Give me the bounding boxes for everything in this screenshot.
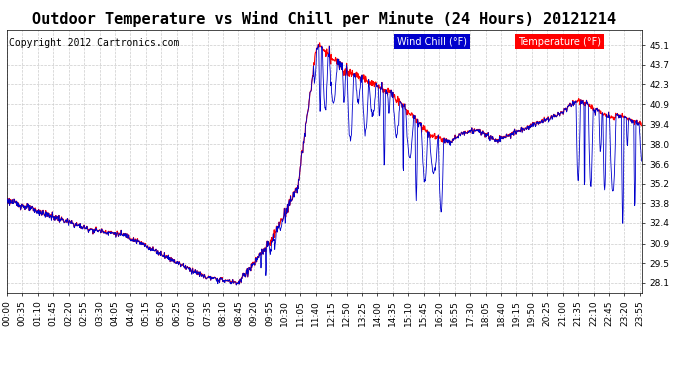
Text: Copyright 2012 Cartronics.com: Copyright 2012 Cartronics.com (9, 38, 179, 48)
Text: Wind Chill (°F): Wind Chill (°F) (397, 37, 467, 46)
Text: Temperature (°F): Temperature (°F) (518, 37, 601, 46)
Title: Outdoor Temperature vs Wind Chill per Minute (24 Hours) 20121214: Outdoor Temperature vs Wind Chill per Mi… (32, 12, 616, 27)
